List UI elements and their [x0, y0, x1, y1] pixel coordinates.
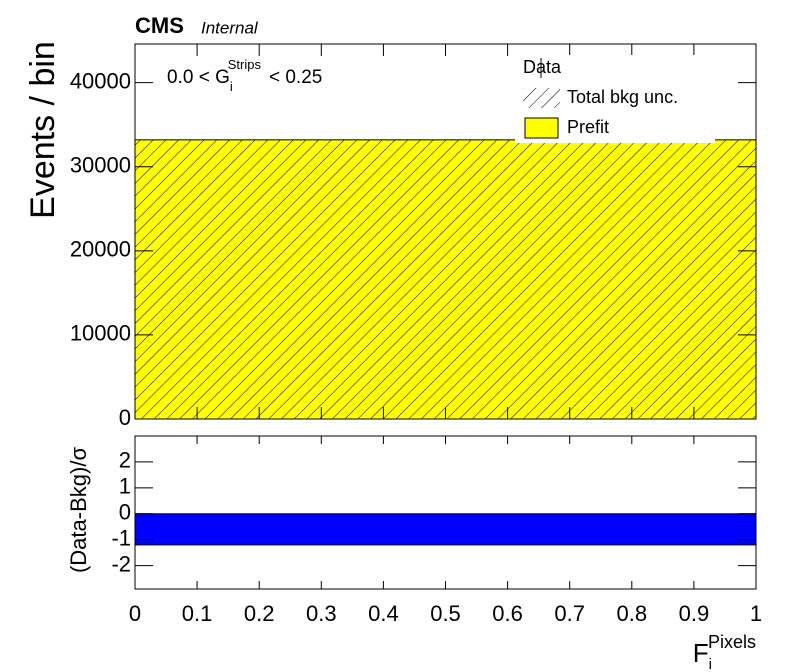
legend-marker	[523, 88, 560, 108]
y-tick-label: 10000	[70, 321, 131, 346]
x-tick-label: 0.9	[679, 601, 710, 626]
y-tick-label: -1	[111, 526, 131, 551]
y-tick-label: 40000	[70, 68, 131, 93]
title: CMS	[135, 13, 184, 38]
x-tick-label: 0.7	[554, 601, 585, 626]
annotation-sup: Strips	[228, 57, 262, 72]
subtitle: Internal	[201, 18, 259, 37]
legend-label: Prefit	[567, 117, 609, 137]
annotation-sub: i	[230, 79, 233, 94]
x-label-sup: Pixels	[708, 632, 756, 652]
y-tick-label: 30000	[70, 153, 131, 178]
x-tick-label: 0.8	[617, 601, 648, 626]
y-axis-label: Events / bin	[24, 41, 62, 219]
x-tick-label: 0	[129, 601, 141, 626]
x-label-base: F	[693, 638, 709, 668]
y-tick-label: 20000	[70, 237, 131, 262]
y-tick-label: 2	[119, 448, 131, 473]
x-tick-label: 0.5	[430, 601, 461, 626]
x-tick-label: 0.4	[368, 601, 399, 626]
uncertainty-hatch	[135, 139, 756, 419]
y-tick-label: 1	[119, 474, 131, 499]
bar	[134, 513, 757, 546]
y-tick-label: 0	[119, 500, 131, 525]
annotation-text: < 0.25	[269, 67, 322, 88]
x-tick-label: 0.2	[244, 601, 275, 626]
annotation: 0.0 < Gi Strips < 0.25	[167, 57, 322, 94]
x-tick-label: 0.3	[306, 601, 337, 626]
x-tick-label: 0.6	[492, 601, 523, 626]
y-tick-label: -2	[111, 551, 131, 576]
legend-label: Data	[523, 57, 562, 77]
legend-marker	[524, 117, 559, 139]
frame	[134, 435, 757, 590]
y-axis-label: (Data-Bkg)/σ	[66, 447, 91, 573]
annotation-text: 0.0 < G	[167, 67, 230, 88]
y-tick-label: 0	[119, 405, 131, 430]
legend-label: Total bkg unc.	[567, 87, 678, 107]
x-tick-label: 1	[750, 601, 762, 626]
x-axis-label: Fi Pixels	[693, 632, 756, 672]
x-tick-label: 0.1	[182, 601, 213, 626]
x-label-sub: i	[709, 656, 712, 672]
